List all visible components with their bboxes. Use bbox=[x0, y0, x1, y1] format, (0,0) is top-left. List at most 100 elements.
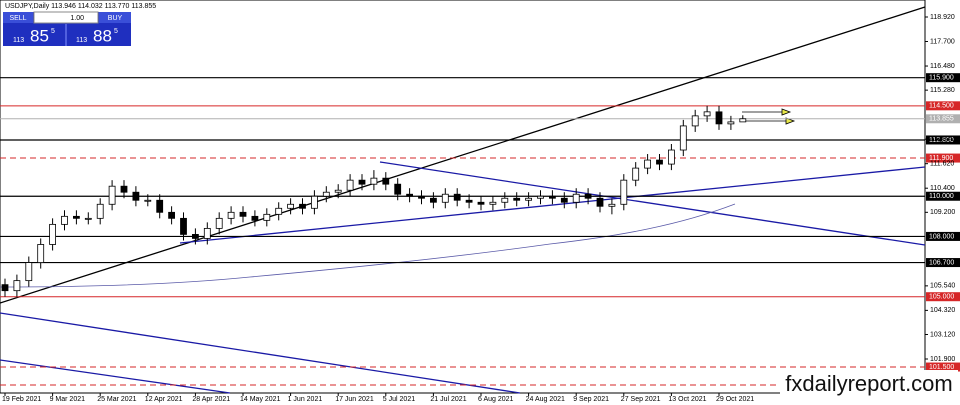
y-tick-label: 118.920 bbox=[930, 14, 955, 21]
candle-body bbox=[334, 189, 342, 193]
candle-body bbox=[144, 199, 152, 202]
candle-body bbox=[370, 177, 378, 185]
x-tick-label: 19 Feb 2021 bbox=[2, 396, 41, 403]
candle-body bbox=[108, 185, 116, 205]
candle-body bbox=[525, 197, 532, 201]
candle-body bbox=[287, 203, 295, 209]
buy-button[interactable] bbox=[99, 12, 131, 23]
candle-body bbox=[537, 195, 544, 199]
buy-big[interactable]: 113 bbox=[76, 37, 87, 44]
x-tick-label: 25 Mar 2021 bbox=[97, 396, 136, 403]
sell-label[interactable]: SELL bbox=[9, 15, 26, 22]
x-tick-label: 9 Mar 2021 bbox=[50, 396, 86, 403]
candle-body bbox=[418, 195, 425, 199]
x-tick-label: 17 Jun 2021 bbox=[335, 396, 374, 403]
x-tick-label: 14 May 2021 bbox=[240, 396, 281, 403]
candle-body bbox=[406, 193, 414, 197]
candle-body bbox=[322, 191, 330, 197]
candle-body bbox=[632, 167, 640, 181]
lot-value[interactable]: 1.00 bbox=[70, 15, 84, 22]
level-label-bg bbox=[926, 292, 960, 302]
sell-pips[interactable]: 85 bbox=[30, 26, 49, 45]
level-label-bg bbox=[926, 362, 960, 372]
candle-body bbox=[299, 203, 306, 209]
candle-body bbox=[227, 211, 235, 219]
sell-frac[interactable]: 5 bbox=[51, 28, 55, 35]
x-tick-label: 21 Jul 2021 bbox=[430, 396, 466, 403]
candle-body bbox=[489, 201, 497, 205]
candle-body bbox=[596, 197, 604, 207]
candle-body bbox=[453, 193, 461, 201]
candles bbox=[1, 105, 747, 297]
candle-body bbox=[310, 195, 318, 209]
candle-body bbox=[620, 179, 628, 205]
y-tick-label: 111.620 bbox=[930, 161, 954, 168]
y-tick-label: 115.280 bbox=[930, 87, 955, 94]
lot-input[interactable] bbox=[33, 11, 99, 24]
candle-body bbox=[120, 185, 128, 193]
level-label: 115.900 bbox=[929, 75, 954, 82]
candle-body bbox=[560, 197, 568, 203]
candle-body bbox=[679, 125, 687, 151]
candle-body bbox=[382, 177, 390, 185]
trend-line bbox=[0, 359, 231, 394]
sell-button[interactable] bbox=[3, 12, 33, 23]
x-tick-label: 5 Jul 2021 bbox=[383, 396, 415, 403]
candle-body bbox=[703, 111, 711, 117]
level-label: 111.900 bbox=[929, 155, 953, 162]
x-tick-label: 12 Apr 2021 bbox=[145, 396, 183, 403]
watermark-bg bbox=[780, 370, 958, 400]
buy-label[interactable]: BUY bbox=[108, 15, 123, 22]
candle-body bbox=[84, 217, 92, 220]
axes: 118.920 117.700 116.480 115.280 112.840 111.6… bbox=[2, 14, 955, 403]
y-tick-label: 103.120 bbox=[930, 331, 955, 338]
level-label-bg bbox=[926, 258, 960, 268]
candle-body bbox=[263, 213, 271, 221]
candle-body bbox=[668, 149, 675, 165]
candle-body bbox=[727, 121, 735, 125]
level-label-bg bbox=[926, 135, 960, 145]
candle-body bbox=[358, 179, 366, 185]
trend-line bbox=[179, 166, 926, 244]
level-label-bg bbox=[926, 114, 960, 124]
sell-big[interactable]: 113 bbox=[13, 37, 24, 44]
candle-body bbox=[501, 197, 509, 203]
level-label-bg bbox=[926, 101, 960, 111]
arrows bbox=[742, 108, 796, 125]
level-label: 106.700 bbox=[929, 259, 954, 266]
candle-body bbox=[715, 111, 723, 125]
y-tick-label: 116.480 bbox=[930, 63, 955, 70]
level-label-bg bbox=[926, 231, 960, 241]
overlays bbox=[0, 6, 926, 394]
candle-body bbox=[61, 215, 68, 225]
buy-pips[interactable]: 88 bbox=[93, 26, 112, 45]
candle-body bbox=[584, 193, 592, 199]
x-tick-label: 28 Apr 2021 bbox=[192, 396, 230, 403]
buy-frac[interactable]: 5 bbox=[114, 28, 118, 35]
candle-body bbox=[168, 211, 176, 219]
trend-line bbox=[0, 6, 926, 304]
trend-line bbox=[379, 161, 926, 246]
x-tick-label: 27 Sep 2021 bbox=[621, 396, 661, 403]
y-tick-label: 104.320 bbox=[930, 307, 955, 314]
candle-body bbox=[156, 199, 164, 213]
y-tick-label: 109.200 bbox=[930, 209, 955, 216]
level-label: 112.800 bbox=[929, 137, 954, 144]
level-label: 108.000 bbox=[929, 233, 954, 240]
candle-body bbox=[191, 234, 199, 239]
candle-body bbox=[441, 193, 449, 203]
candle-body bbox=[691, 115, 699, 127]
level-label-bg bbox=[926, 191, 960, 201]
y-tick-label: 110.400 bbox=[930, 185, 955, 192]
level-label: 110.000 bbox=[929, 193, 954, 200]
level-label-bg bbox=[926, 153, 960, 163]
x-tick-label: 29 Oct 2021 bbox=[716, 396, 754, 403]
x-tick-label: 9 Sep 2021 bbox=[573, 396, 609, 403]
candle-body bbox=[275, 207, 283, 215]
chart-title: USDJPY,Daily 113.946 114.032 113.770 113… bbox=[5, 3, 156, 10]
y-tick-label: 105.540 bbox=[930, 283, 955, 290]
candle-body bbox=[1, 284, 9, 292]
watermark: fxdailyreport.com bbox=[785, 371, 953, 396]
y-tick-label: 117.700 bbox=[930, 38, 955, 45]
